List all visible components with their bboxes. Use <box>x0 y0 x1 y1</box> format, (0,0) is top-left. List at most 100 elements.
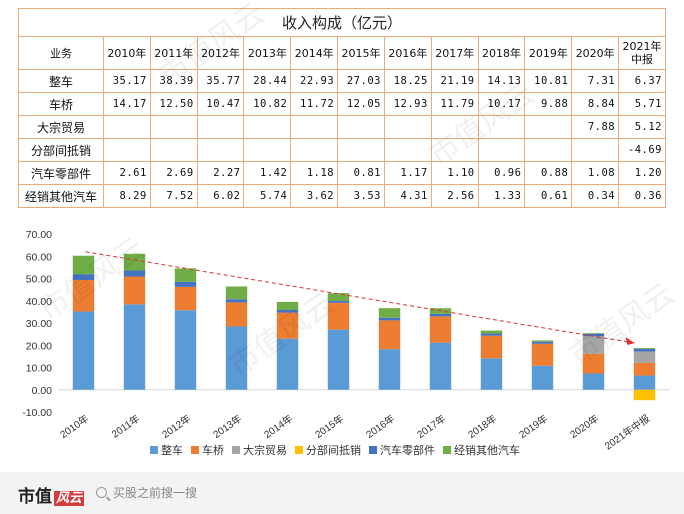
bar-segment <box>276 312 299 339</box>
bar-segment <box>327 293 350 301</box>
table-cell: 10.82 <box>243 92 292 116</box>
table-cell: 14.17 <box>103 92 151 116</box>
table-cell: 10.81 <box>524 69 573 93</box>
bar-segment <box>633 389 656 401</box>
legend-label: 汽车零部件 <box>380 443 435 457</box>
table-cell: 5.71 <box>618 92 666 116</box>
table-cell <box>524 138 573 162</box>
bar-segment <box>378 349 401 390</box>
bar-segment <box>276 301 299 311</box>
bar-segment <box>531 343 554 366</box>
table-cell <box>337 115 385 139</box>
table-year-header: 2017年 <box>430 36 479 70</box>
bar-segment <box>582 373 605 390</box>
table-cell <box>383 115 432 139</box>
legend-swatch <box>295 446 303 454</box>
table-cell: 11.79 <box>430 92 479 116</box>
table-cell: 18.25 <box>383 69 432 93</box>
table-cell: 35.77 <box>196 69 245 93</box>
table-cell <box>149 138 198 162</box>
table-cell: 38.39 <box>149 69 198 93</box>
table-cell: 1.42 <box>243 161 292 185</box>
table-row: 整车 35.17 38.39 35.77 28.44 22.93 27.03 18.25 21.… <box>18 69 666 93</box>
legend-label: 大宗贸易 <box>243 443 287 457</box>
table-year-header: 2020年 <box>571 36 620 70</box>
bar-segment <box>480 335 503 359</box>
table-cell: 7.52 <box>149 184 198 208</box>
table-row: 车桥 14.17 12.50 10.47 10.82 11.72 12.05 12.93 11.… <box>18 92 666 116</box>
y-tick-label: 50.00 <box>26 274 52 286</box>
table-row-label: 整车 <box>18 69 104 93</box>
table-row: 大宗贸易 7.88 5.12 <box>18 115 666 139</box>
table-cell: 3.53 <box>337 184 385 208</box>
x-tick-label: 2018年 <box>465 412 499 441</box>
brand-logo: 市值 风云 <box>18 487 85 507</box>
footer-bar: 市值 风云 买股之前搜一搜 <box>0 472 684 514</box>
bar-segment <box>174 268 197 282</box>
brand-logo-mark: 风云 <box>54 491 85 506</box>
table-year-header: 2015年 <box>337 36 385 70</box>
table-cell: 1.08 <box>571 161 620 185</box>
stacked-bar-chart: 70.00 60.00 50.00 40.00 30.00 20.00 10.00 0.00 -… <box>22 229 670 457</box>
table-cell <box>524 115 573 139</box>
x-tick-label: 2012年 <box>159 412 193 441</box>
table-cell: 8.84 <box>571 92 620 116</box>
table-cell <box>477 138 526 162</box>
bar-segment <box>276 310 299 313</box>
table-cell: 4.31 <box>383 184 432 208</box>
y-tick-label: 70.00 <box>26 229 52 241</box>
y-tick-label: 40.00 <box>26 296 52 308</box>
table-cell: 1.20 <box>618 161 666 185</box>
x-tick-label: 2017年 <box>414 412 448 441</box>
table-row-label: 分部间抵销 <box>18 138 104 162</box>
revenue-table: 业务 2010年 2011年 2012年 2013年 2014年 2015年 2016年 201… <box>18 36 666 208</box>
y-tick-label: 20.00 <box>26 340 52 352</box>
y-tick-label: 0.00 <box>32 385 53 397</box>
bar-segment <box>327 300 350 303</box>
table-cell: 3.62 <box>290 184 339 208</box>
table-cell: 2.27 <box>196 161 245 185</box>
table-cell: 0.88 <box>524 161 573 185</box>
table-cell <box>430 115 479 139</box>
trend-arrow-head <box>625 337 635 346</box>
table-cell: 7.31 <box>571 69 620 93</box>
bar-segment <box>123 276 146 305</box>
search-icon <box>96 487 107 498</box>
bar-segment <box>174 281 197 287</box>
table-year-header: 2012年 <box>196 36 245 70</box>
table-year-header: 2014年 <box>290 36 339 70</box>
table-corner-header: 业务 <box>18 36 104 70</box>
bar-segment <box>327 302 350 330</box>
table-cell <box>196 138 245 162</box>
table-cell <box>290 138 339 162</box>
bar-segment <box>531 340 554 342</box>
table-cell: 6.37 <box>618 69 666 93</box>
bar-segment <box>72 311 95 390</box>
table-cell: 2.69 <box>149 161 198 185</box>
table-cell: 0.34 <box>571 184 620 208</box>
table-row-label: 汽车零部件 <box>18 161 104 185</box>
bar-segment <box>531 365 554 390</box>
bar-segment <box>327 329 350 390</box>
table-cell: 12.50 <box>149 92 198 116</box>
table-year-header: 2013年 <box>243 36 292 70</box>
table-cell: 10.17 <box>477 92 526 116</box>
table-cell: 1.10 <box>430 161 479 185</box>
legend-swatch <box>369 446 377 454</box>
search-hint[interactable]: 买股之前搜一搜 <box>96 484 197 501</box>
bar-segment <box>429 316 452 343</box>
table-cell: 0.61 <box>524 184 573 208</box>
legend-swatch <box>191 446 199 454</box>
table-cell: 6.02 <box>196 184 245 208</box>
y-tick-label: 60.00 <box>26 251 52 263</box>
table-title: 收入构成（亿元） <box>18 8 666 36</box>
bar-segment <box>123 270 146 277</box>
bar-segment <box>123 253 146 271</box>
x-tick-label: 2013年 <box>210 412 244 441</box>
table-cell: 9.88 <box>524 92 573 116</box>
bar-segment <box>72 255 95 275</box>
legend-label: 分部间抵销 <box>306 443 361 457</box>
bar-segment <box>633 375 656 390</box>
table-cell: 28.44 <box>243 69 292 93</box>
bar-segment <box>225 326 248 390</box>
